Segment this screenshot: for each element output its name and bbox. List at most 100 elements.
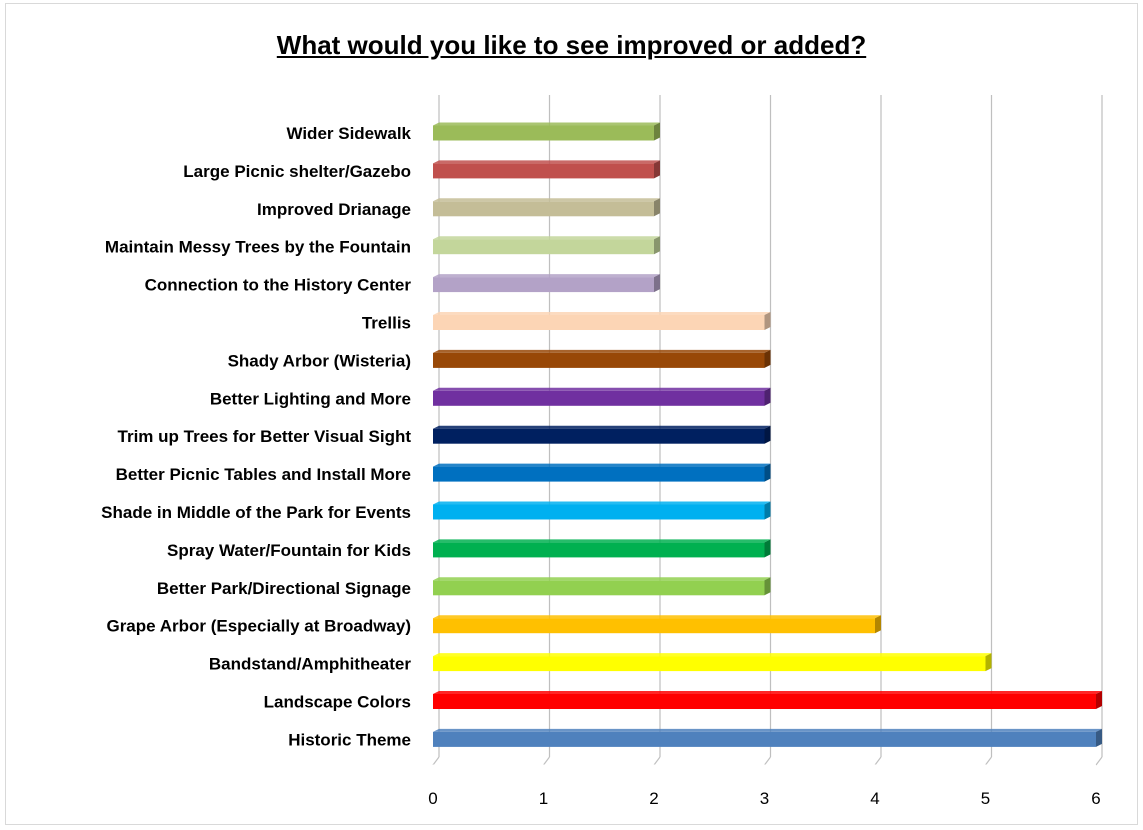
bar-side [654, 274, 660, 293]
bar [433, 312, 771, 330]
category-label: Historic Theme [288, 730, 411, 749]
bar [433, 160, 660, 179]
category-labels: Wider Sidewalk Large Picnic shelter/Gazeb… [101, 124, 411, 749]
category-label: Trim up Trees for Better Visual Sight [118, 427, 412, 446]
bar-front [433, 390, 765, 406]
bar-top [433, 539, 771, 543]
x-tick-label: 4 [870, 789, 879, 808]
bar-front [433, 163, 654, 179]
bar-side [764, 539, 771, 558]
bar-side [654, 122, 660, 141]
chart-title: What would you like to see improved or a… [276, 30, 867, 60]
bar-front [433, 125, 654, 141]
x-tick-label: 2 [649, 789, 658, 808]
bar-top [433, 425, 771, 429]
category-label: Better Lighting and More [210, 389, 411, 408]
bar-front [433, 580, 765, 596]
bar-top [433, 728, 1102, 732]
bar-top [433, 274, 660, 278]
x-tick-label: 0 [428, 789, 437, 808]
bar [433, 539, 771, 558]
bar-front [433, 277, 654, 293]
bar-side [764, 387, 771, 406]
bar-top [433, 387, 771, 391]
bar [433, 425, 771, 444]
bar-side [875, 615, 881, 634]
category-label: Bandstand/Amphitheater [209, 655, 412, 674]
category-label: Trellis [362, 314, 411, 333]
bar-top [433, 615, 881, 619]
category-label: Grape Arbor (Especially at Broadway) [106, 617, 411, 636]
bar-top [433, 653, 992, 657]
bar-front [433, 239, 654, 255]
bar-front [433, 656, 986, 672]
category-label: Connection to the History Center [145, 276, 412, 295]
bar-top [433, 122, 660, 126]
gridline-floor [985, 756, 992, 766]
bar [433, 501, 771, 520]
bar [433, 387, 771, 406]
bars [433, 122, 1102, 747]
bar [433, 728, 1102, 747]
x-tick-label: 6 [1091, 789, 1100, 808]
x-tick-label: 1 [539, 789, 548, 808]
category-label: Wider Sidewalk [286, 124, 411, 143]
bar-front [433, 201, 654, 217]
category-label: Shady Arbor (Wisteria) [228, 351, 411, 370]
bar [433, 198, 660, 217]
x-tick-labels: 0 1 2 3 4 5 6 [428, 789, 1100, 808]
category-label: Better Picnic Tables and Install More [116, 465, 411, 484]
bar-front [433, 504, 765, 520]
category-label: Landscape Colors [264, 693, 411, 712]
bar [433, 615, 881, 634]
gridline-floor [653, 756, 661, 766]
bar-front [433, 542, 765, 558]
bar-side [764, 349, 771, 368]
bar-side [654, 236, 660, 255]
category-label: Shade in Middle of the Park for Events [101, 503, 411, 522]
category-label: Better Park/Directional Signage [157, 579, 411, 598]
bar [433, 349, 771, 368]
bar-top [433, 349, 771, 353]
bar-side [654, 160, 660, 179]
category-label: Spray Water/Fountain for Kids [167, 541, 411, 560]
bar-front [433, 731, 1096, 747]
bar [433, 577, 771, 596]
bar-side [985, 653, 992, 672]
bar [433, 122, 660, 141]
bar-top [433, 236, 660, 240]
x-tick-label: 3 [760, 789, 769, 808]
bar-side [764, 312, 771, 330]
bar [433, 236, 660, 255]
bar-top [433, 691, 1102, 694]
category-label: Maintain Messy Trees by the Fountain [105, 238, 411, 257]
bar-top [433, 160, 660, 164]
gridline-floor [1095, 756, 1103, 766]
bar-top [433, 198, 660, 202]
bar-front [433, 352, 765, 368]
x-tick-label: 5 [981, 789, 990, 808]
bar [433, 653, 992, 672]
bar-side [764, 463, 771, 482]
bar-top [433, 577, 771, 581]
gridline-floor [432, 756, 440, 766]
bar-front [433, 618, 875, 634]
bar-side [764, 425, 771, 444]
bar-front [433, 694, 1096, 709]
bar-side [1096, 728, 1102, 747]
bar-top [433, 501, 771, 505]
bar-side [1096, 691, 1102, 709]
gridline-floor [764, 756, 771, 766]
bar-top [433, 463, 771, 467]
gridline-floor [874, 756, 882, 766]
bar-side [764, 577, 771, 596]
bar [433, 463, 771, 482]
bar [433, 691, 1102, 709]
bar [433, 274, 660, 293]
bar-front [433, 466, 765, 482]
bar-side [764, 501, 771, 520]
bar-top [433, 312, 771, 315]
category-label: Large Picnic shelter/Gazebo [183, 162, 411, 181]
gridline-floor [543, 756, 550, 766]
